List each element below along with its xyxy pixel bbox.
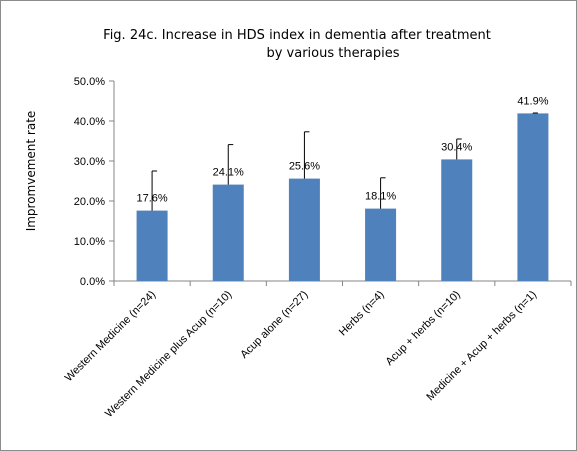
x-category-label: Acup + herbs (n=10) [383,289,462,368]
bar [212,184,244,281]
data-label: 17.6% [136,193,167,205]
data-label: 24.1% [213,167,244,179]
bar [441,159,473,281]
y-tick-label: 50.0% [74,76,105,88]
data-label: 18.1% [365,191,396,203]
y-tick-label: 20.0% [74,196,105,208]
x-category-label: Acup alone (n=27) [238,289,310,361]
data-label: 25.6% [289,161,320,173]
chart-title-line-2: by various therapies [266,46,399,61]
y-tick-label: 40.0% [74,116,105,128]
x-category-label: Western Medicine plus Acup (n=10) [103,289,234,420]
bar [365,208,397,281]
y-axis-label: Impromvement rate [24,111,38,232]
y-tick-label: 10.0% [74,236,105,248]
bar [136,210,168,281]
chart-title-line-1: Fig. 24c. Increase in HDS index in demen… [103,28,491,43]
y-tick-label: 30.0% [74,156,105,168]
data-label: 41.9% [517,95,548,107]
bar [288,178,320,281]
y-tick-label: 0.0% [80,276,105,288]
data-label: 30.4% [441,141,472,153]
bar [517,113,549,282]
plot-area: 0.0% 10.0% 20.0% 30.0% 40.0% 50.0% 17.6% Wester… [63,76,572,420]
x-category-label: Herbs (n=4) [337,289,387,339]
